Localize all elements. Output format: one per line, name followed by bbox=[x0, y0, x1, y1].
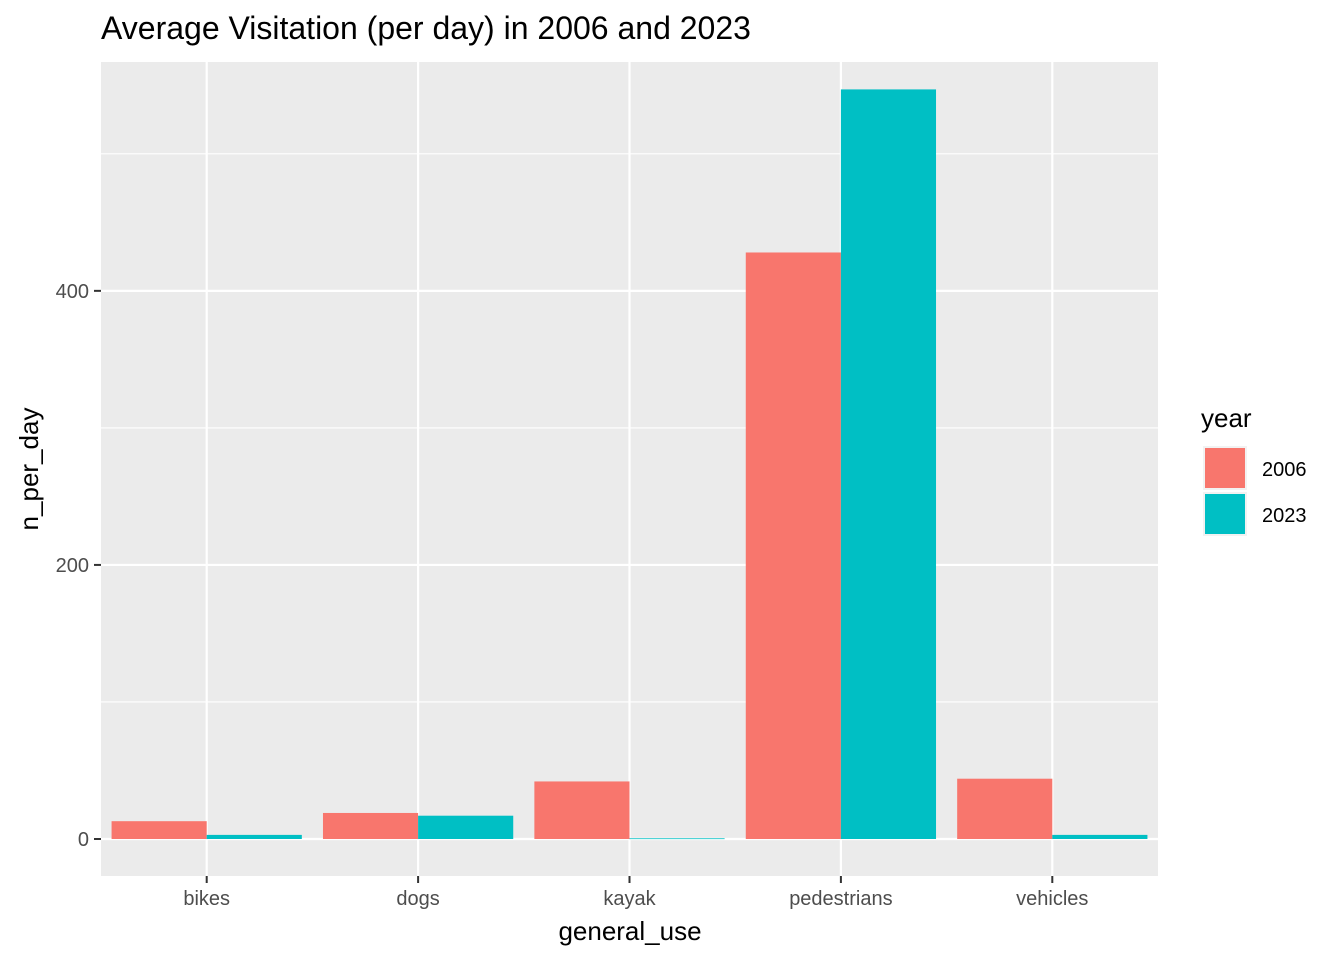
bar-2023-kayak bbox=[629, 838, 725, 840]
bar-2006-kayak bbox=[534, 781, 630, 839]
bar-2006-dogs bbox=[322, 812, 419, 839]
legend-swatch-2023 bbox=[1205, 494, 1245, 534]
x-tick-label: pedestrians bbox=[789, 888, 892, 910]
x-axis-title: general_use bbox=[558, 916, 701, 946]
legend: year 2006 2023 bbox=[1201, 403, 1307, 536]
bar-2006-bikes bbox=[111, 821, 207, 839]
x-tick-label: kayak bbox=[603, 888, 656, 910]
y-tick-label: 400 bbox=[56, 281, 89, 303]
x-tick-label: dogs bbox=[396, 888, 439, 910]
bar-2006-vehicles bbox=[957, 778, 1053, 839]
y-axis-title: n_per_day bbox=[14, 408, 44, 531]
legend-label: 2023 bbox=[1262, 505, 1307, 527]
legend-label: 2006 bbox=[1262, 459, 1307, 481]
bar-2023-bikes bbox=[206, 834, 302, 839]
bar-2006-pedestrians bbox=[745, 252, 841, 840]
y-tick-label: 0 bbox=[78, 829, 89, 851]
bar-2023-dogs bbox=[418, 815, 514, 839]
y-tick-label: 200 bbox=[56, 555, 89, 577]
bars bbox=[111, 89, 1148, 840]
x-tick-label: vehicles bbox=[1016, 888, 1088, 910]
axes: 0 200 400 bikes dogs kayak pedestrians vehicles bbox=[56, 281, 1089, 910]
bar-2023-vehicles bbox=[1052, 834, 1148, 839]
chart-title: Average Visitation (per day) in 2006 and… bbox=[101, 10, 751, 46]
bar-2023-pedestrians bbox=[840, 89, 937, 839]
legend-title: year bbox=[1201, 403, 1252, 433]
x-tick-label: bikes bbox=[183, 888, 230, 910]
legend-swatch-2006 bbox=[1205, 448, 1245, 488]
